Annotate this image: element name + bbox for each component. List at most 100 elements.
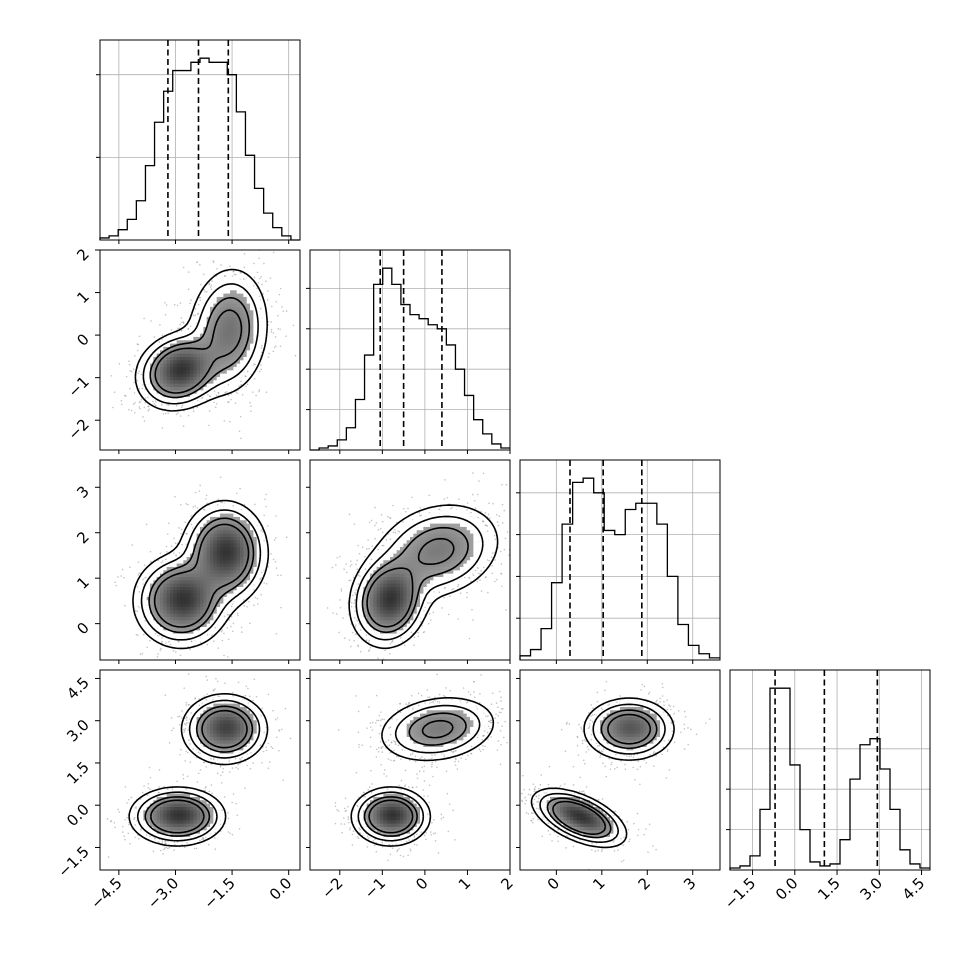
density-cell — [150, 600, 154, 604]
density-cell — [143, 610, 147, 614]
density-cell — [200, 386, 204, 391]
density-cell — [253, 536, 257, 541]
scatter-point — [258, 370, 261, 373]
density-cell — [193, 333, 197, 337]
density-cell — [223, 526, 227, 531]
density-cell — [186, 343, 191, 347]
density-cell — [226, 320, 231, 324]
scatter-point — [200, 283, 202, 286]
density-cell — [196, 546, 201, 551]
density-cell — [183, 573, 187, 577]
density-cell — [210, 323, 214, 327]
density-cell — [203, 543, 207, 547]
density-cell — [146, 603, 151, 607]
scatter-point — [403, 507, 405, 510]
density-cell — [173, 340, 177, 344]
density-cell — [256, 340, 261, 344]
scatter-point — [120, 399, 123, 402]
density-cell — [233, 293, 237, 297]
density-cell — [233, 303, 237, 307]
density-cell — [193, 556, 197, 561]
density-cell — [213, 540, 217, 544]
density-cell — [200, 583, 204, 587]
scatter-point — [112, 406, 114, 409]
density-cell — [236, 546, 241, 551]
scatter-point — [208, 282, 211, 285]
density-cell — [170, 340, 174, 344]
scatter-point — [253, 276, 256, 279]
density-cell — [230, 316, 234, 321]
scatter-point — [246, 383, 249, 386]
density-cell — [206, 593, 211, 597]
density-cell — [203, 553, 207, 557]
density-cell — [173, 616, 177, 621]
density-cell — [250, 303, 254, 307]
density-cell — [213, 320, 217, 324]
density-cell — [173, 400, 177, 404]
density-cell — [223, 566, 227, 571]
density-cell — [216, 310, 221, 314]
density-cell — [216, 380, 221, 384]
density-cell — [226, 316, 231, 321]
scatter-point — [268, 352, 270, 355]
density-cell — [173, 636, 177, 641]
density-cell — [160, 370, 164, 374]
density-cell — [220, 306, 224, 311]
density-cell — [176, 380, 181, 384]
density-cell — [243, 583, 247, 587]
density-cell — [233, 506, 237, 511]
density-cell — [200, 376, 204, 381]
scatter-point — [155, 679, 157, 681]
density-cell — [176, 346, 181, 351]
density-cell — [166, 366, 171, 371]
density-cell — [220, 583, 224, 587]
density-cell — [243, 340, 247, 344]
scatter-point — [272, 251, 275, 254]
density-cell — [240, 290, 244, 294]
density-cell — [193, 553, 197, 557]
pair-frame-0-1 — [99, 249, 301, 451]
scatter-point — [215, 403, 218, 405]
density-cell — [236, 563, 241, 567]
density-cell — [200, 603, 204, 607]
density-cell — [246, 576, 251, 581]
density-cell — [176, 580, 181, 584]
density-cell — [213, 543, 217, 547]
density-cell — [153, 380, 157, 384]
density-cell — [236, 303, 241, 307]
density-cell — [163, 596, 167, 601]
density-cell — [236, 306, 241, 311]
density-cell — [226, 580, 231, 584]
density-cell — [183, 600, 187, 604]
density-cell — [210, 540, 214, 544]
density-cell — [150, 570, 154, 574]
density-cell — [190, 550, 194, 554]
scatter-point — [227, 667, 229, 669]
density-cell — [246, 536, 251, 541]
density-cell — [213, 353, 217, 357]
scatter-point — [181, 404, 184, 407]
density-cell — [193, 593, 197, 597]
density-cell — [206, 590, 211, 594]
histogram-frame-0 — [99, 39, 301, 241]
density-cell — [180, 350, 184, 354]
scatter-point — [167, 412, 169, 415]
scatter-point — [137, 605, 140, 608]
scatter-point — [189, 302, 191, 305]
density-cell — [200, 330, 204, 334]
density-cell — [233, 376, 237, 381]
density-cell — [206, 343, 211, 347]
density-cell — [153, 356, 157, 361]
density-cell — [253, 576, 257, 581]
scatter-point — [174, 542, 177, 545]
density-cell — [256, 570, 261, 574]
density-cell — [196, 540, 201, 544]
density-cell — [176, 570, 181, 574]
density-cell — [193, 380, 197, 384]
scatter-point — [190, 515, 192, 517]
density-cell — [203, 586, 207, 591]
density-cell — [226, 536, 231, 541]
density-cell — [250, 290, 254, 294]
scatter-point — [240, 631, 243, 633]
density-cell — [210, 626, 214, 631]
